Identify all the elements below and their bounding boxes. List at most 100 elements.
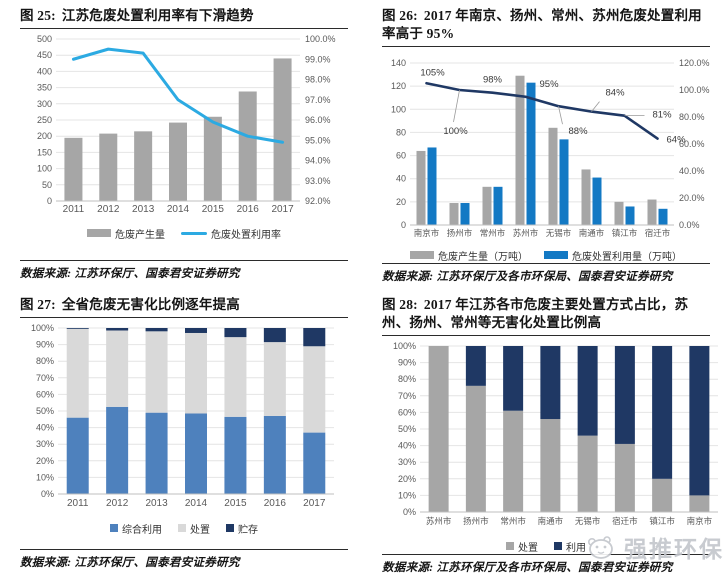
- svg-text:98%: 98%: [483, 74, 503, 85]
- svg-text:500: 500: [37, 34, 52, 44]
- legend-label: 贮存: [238, 524, 258, 536]
- figure-28-source: 数据来源: 江苏环保厅及各市环保局、国泰君安证券研究: [382, 561, 673, 574]
- svg-text:40%: 40%: [398, 440, 416, 450]
- figure-26-legend: 危废产生量（万吨） 危废处置利用量（万吨）: [382, 248, 710, 263]
- svg-text:84%: 84%: [606, 87, 626, 98]
- svg-text:70%: 70%: [36, 373, 54, 383]
- svg-text:90%: 90%: [36, 339, 54, 349]
- svg-text:450: 450: [37, 50, 52, 60]
- svg-text:南京市: 南京市: [687, 516, 713, 526]
- svg-text:50%: 50%: [398, 424, 416, 434]
- figure-27-title: 图 27: 全省危废无害化比例逐年提高: [20, 296, 348, 314]
- legend-label: 利用: [566, 542, 586, 554]
- svg-text:92.0%: 92.0%: [305, 196, 331, 206]
- legend-label: 综合利用: [122, 524, 162, 536]
- svg-text:0%: 0%: [41, 489, 54, 499]
- svg-text:81%: 81%: [653, 109, 673, 120]
- svg-text:2015: 2015: [224, 498, 247, 509]
- svg-text:80: 80: [396, 127, 406, 137]
- svg-text:94.0%: 94.0%: [305, 155, 331, 165]
- legend-item: 处置: [506, 539, 538, 554]
- figure-28-panel: 图 28: 2017 年江苏各市危废主要处置方式占比，苏州、扬州、常州等无害化处置…: [362, 289, 724, 578]
- navy-square-swatch-icon: [226, 524, 234, 533]
- blue-bar-swatch-icon: [544, 251, 568, 260]
- legend-label: 危废产生量（万吨）: [438, 251, 528, 263]
- svg-text:300: 300: [37, 99, 52, 109]
- svg-text:40.0%: 40.0%: [679, 166, 705, 176]
- svg-text:100.0%: 100.0%: [679, 85, 710, 95]
- figure-28-label: 图 28:: [382, 297, 418, 312]
- svg-text:苏州市: 苏州市: [426, 516, 452, 526]
- svg-text:2017: 2017: [303, 498, 326, 509]
- svg-text:10%: 10%: [398, 490, 416, 500]
- svg-text:60: 60: [396, 150, 406, 160]
- svg-text:96.0%: 96.0%: [305, 115, 331, 125]
- legend-item: 危废处置利用率: [181, 226, 281, 241]
- figure-27-legend: 综合利用 处置 贮存: [20, 521, 348, 536]
- svg-text:150: 150: [37, 147, 52, 157]
- figure-27-title-text: 全省危废无害化比例逐年提高: [61, 297, 240, 312]
- figure-26-panel: 图 26: 2017 年南京、扬州、常州、苏州危废处置利用率高于 95% 0 20 4…: [362, 0, 724, 289]
- svg-text:105%: 105%: [420, 67, 445, 78]
- svg-text:100%: 100%: [31, 323, 54, 333]
- svg-text:2014: 2014: [167, 204, 190, 215]
- svg-text:常州市: 常州市: [480, 228, 506, 238]
- svg-text:95%: 95%: [540, 78, 560, 89]
- svg-text:南京市: 南京市: [414, 228, 440, 238]
- svg-text:50: 50: [42, 180, 52, 190]
- svg-text:100.0%: 100.0%: [305, 34, 336, 44]
- steel-blue-square-swatch-icon: [110, 524, 118, 533]
- gray-bar-swatch-icon: [87, 229, 111, 238]
- svg-text:40: 40: [396, 173, 406, 183]
- svg-text:70%: 70%: [398, 390, 416, 400]
- svg-text:80%: 80%: [398, 374, 416, 384]
- svg-text:20%: 20%: [36, 456, 54, 466]
- svg-text:宿迁市: 宿迁市: [612, 516, 638, 526]
- figure-25-panel: 图 25: 江苏危废处置利用率有下滑趋势 0 50 100 150 200 250 300 35…: [0, 0, 362, 289]
- svg-text:200: 200: [37, 131, 52, 141]
- figure-28-chart: 0% 10% 20% 30% 40% 50% 60% 70% 80% 90% 100% 苏州市 扬州市 常…: [382, 338, 718, 541]
- svg-text:20%: 20%: [398, 473, 416, 483]
- light-gray-square-swatch-icon: [178, 524, 186, 533]
- figure-26-title-text: 2017 年南京、扬州、常州、苏州危废处置利用率高于 95%: [382, 8, 702, 41]
- svg-text:400: 400: [37, 66, 52, 76]
- svg-text:0%: 0%: [403, 507, 416, 517]
- svg-text:扬州市: 扬州市: [463, 516, 489, 526]
- svg-text:苏州市: 苏州市: [513, 228, 539, 238]
- svg-text:60.0%: 60.0%: [679, 139, 705, 149]
- svg-text:100%: 100%: [443, 126, 468, 137]
- svg-text:30%: 30%: [398, 457, 416, 467]
- svg-text:99.0%: 99.0%: [305, 54, 331, 64]
- svg-text:98.0%: 98.0%: [305, 74, 331, 84]
- figure-28-legend: 处置 利用: [382, 539, 710, 554]
- cyan-line-swatch-icon: [181, 231, 207, 235]
- svg-text:2014: 2014: [185, 498, 208, 509]
- figure-26-title: 图 26: 2017 年南京、扬州、常州、苏州危废处置利用率高于 95%: [382, 7, 710, 43]
- svg-text:2015: 2015: [202, 204, 225, 215]
- legend-label: 处置: [190, 524, 210, 536]
- svg-text:2016: 2016: [264, 498, 287, 509]
- svg-text:2013: 2013: [145, 498, 168, 509]
- svg-text:无锡市: 无锡市: [546, 228, 572, 238]
- legend-label: 处置: [518, 542, 538, 554]
- svg-text:100: 100: [391, 104, 406, 114]
- svg-text:2017: 2017: [271, 204, 294, 215]
- svg-text:2012: 2012: [97, 204, 120, 215]
- svg-text:0: 0: [47, 196, 52, 206]
- svg-text:镇江市: 镇江市: [612, 228, 638, 238]
- figure-27-chart: 0% 10% 20% 30% 40% 50% 60% 70% 80% 90% 100% 2011 201…: [20, 320, 348, 523]
- legend-item: 危废处置利用量（万吨）: [544, 248, 682, 263]
- svg-text:扬州市: 扬州市: [447, 228, 473, 238]
- figure-25-title: 图 25: 江苏危废处置利用率有下滑趋势: [20, 7, 348, 25]
- figure-27-panel: 图 27: 全省危废无害化比例逐年提高 0% 10% 20% 30% 40% 50% 60% 7…: [0, 289, 362, 578]
- figure-26-label: 图 26:: [382, 8, 418, 23]
- title-divider: [20, 27, 348, 29]
- svg-text:南通市: 南通市: [538, 516, 564, 526]
- svg-text:100%: 100%: [393, 341, 416, 351]
- legend-item: 处置: [178, 521, 210, 536]
- svg-text:镇江市: 镇江市: [649, 516, 675, 526]
- svg-text:30%: 30%: [36, 439, 54, 449]
- svg-text:2012: 2012: [106, 498, 129, 509]
- figure-28-title-text: 2017 年江苏各市危废主要处置方式占比，苏州、扬州、常州等无害化处置比例高: [382, 297, 689, 330]
